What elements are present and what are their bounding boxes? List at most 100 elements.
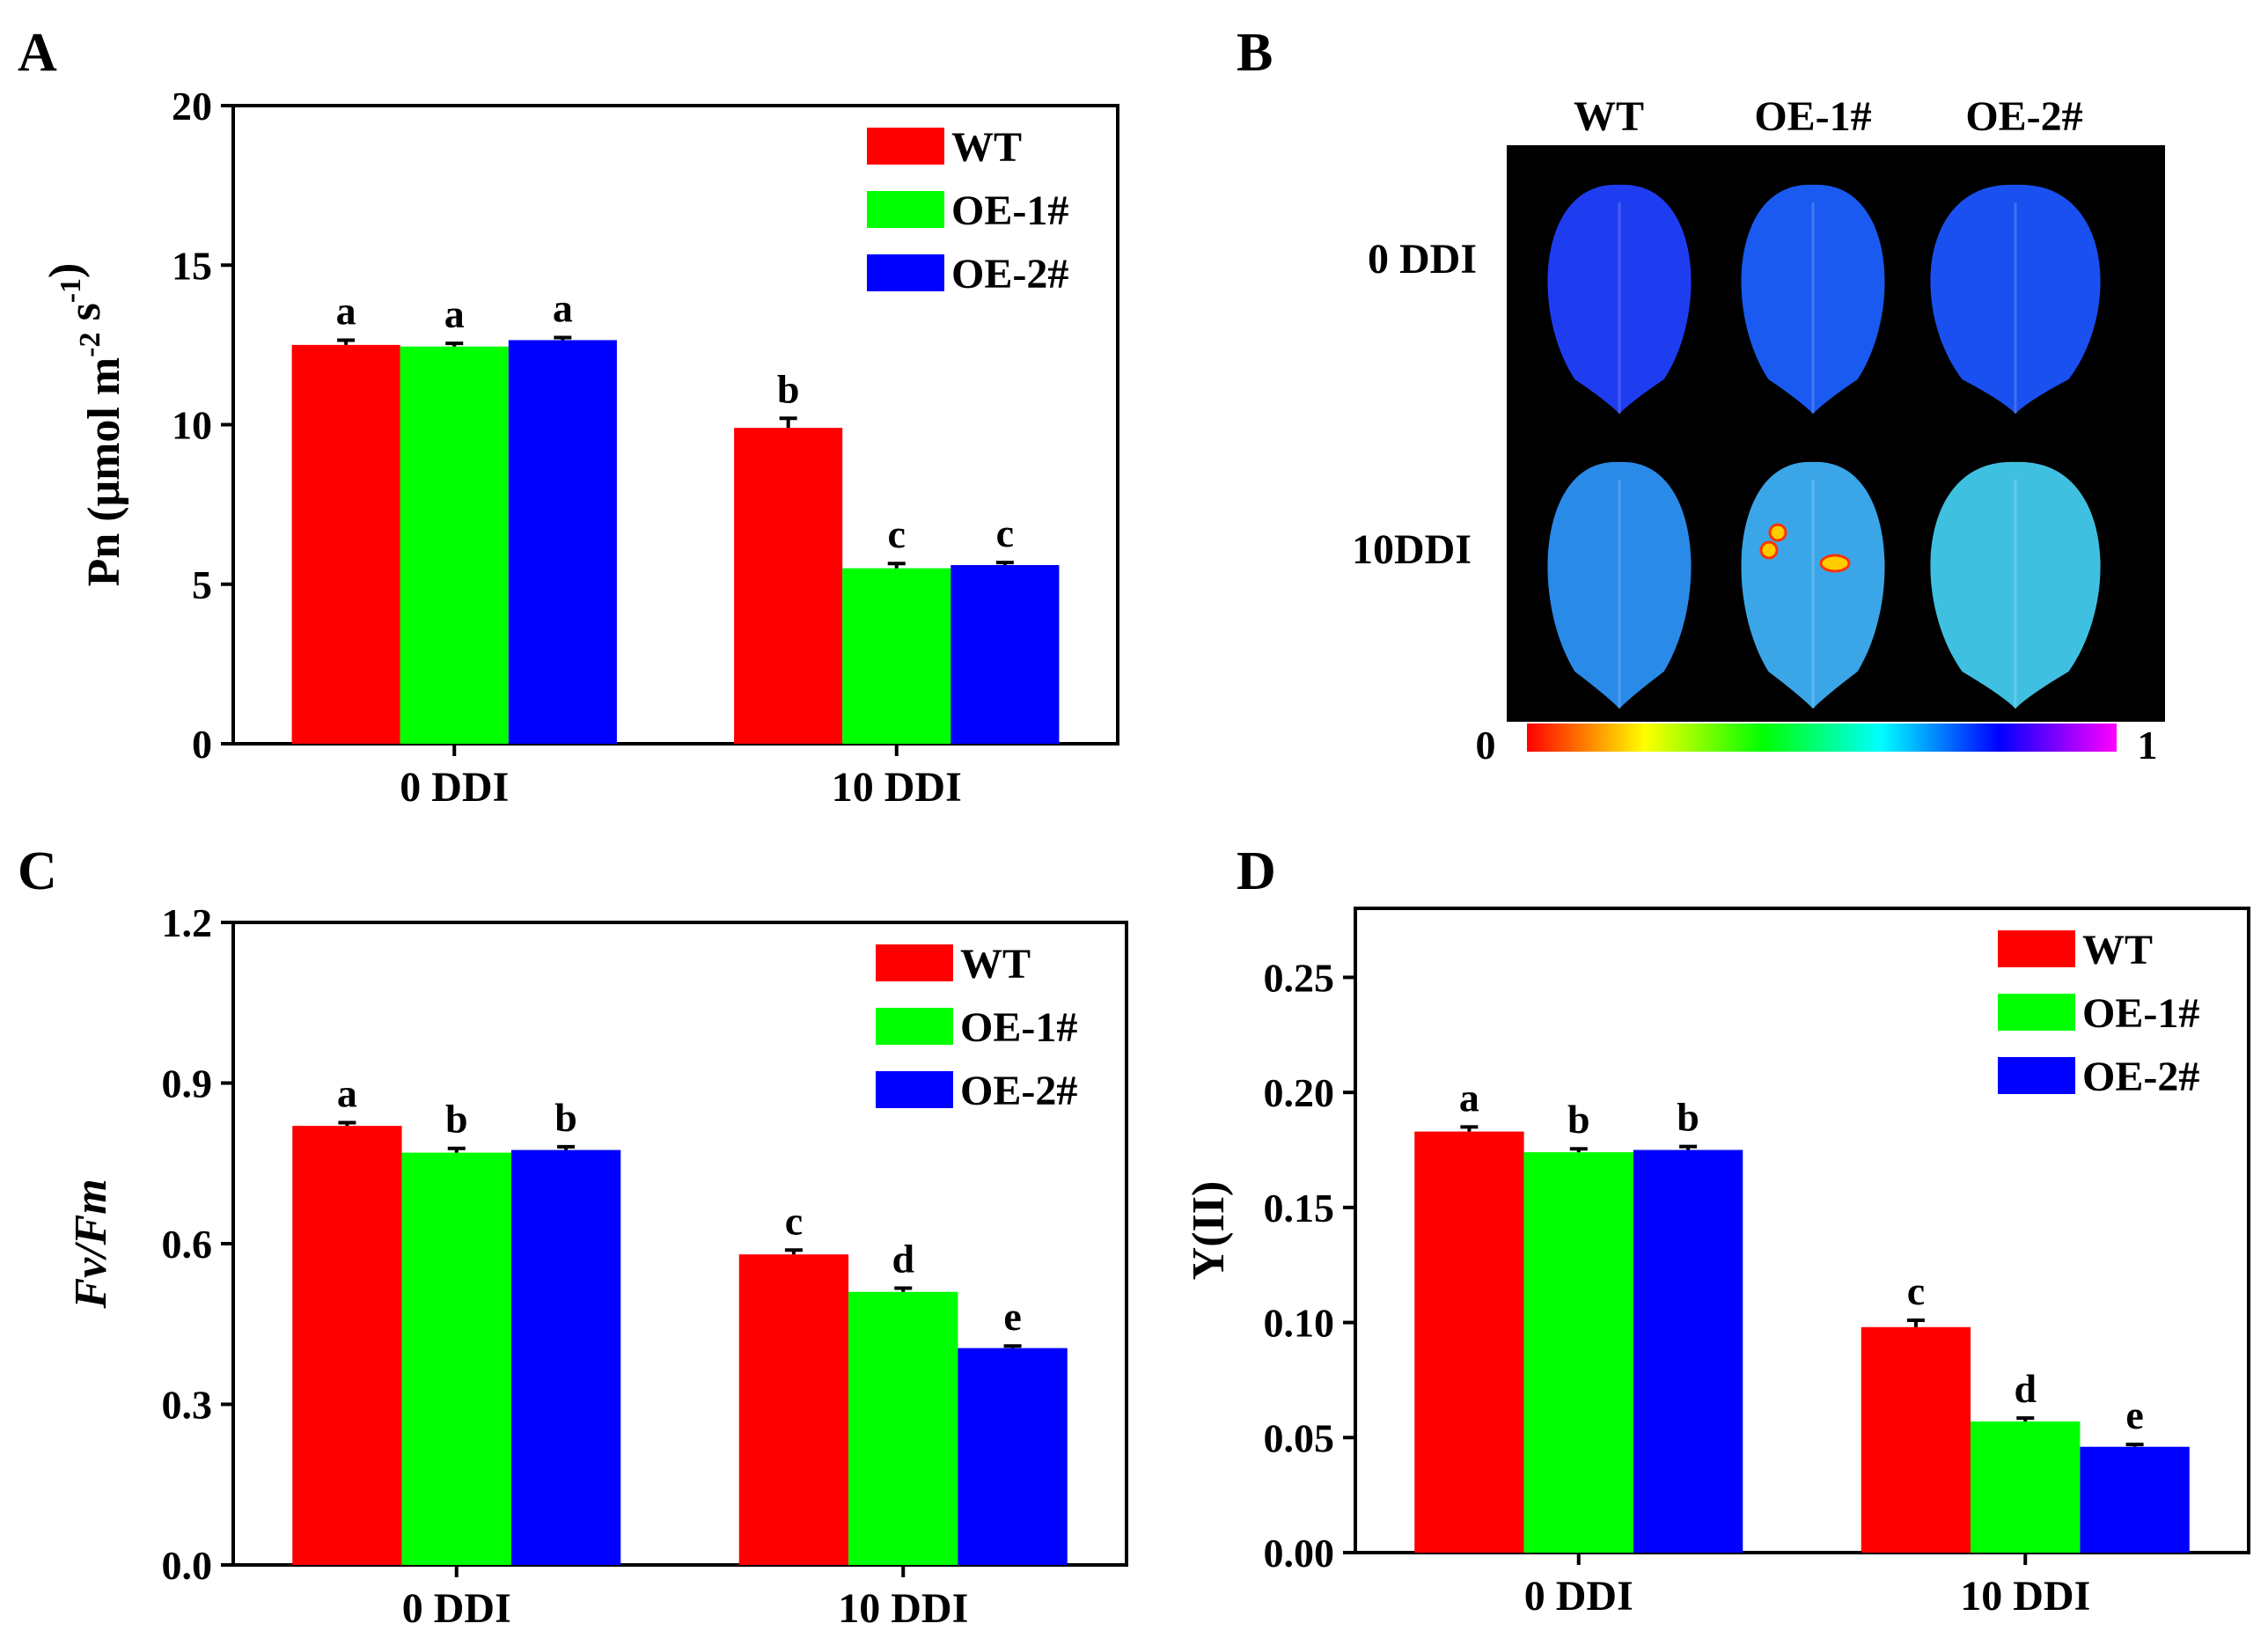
- legend-swatch: [876, 1071, 953, 1108]
- leaf-hotspot: [1759, 540, 1779, 560]
- significance-letter: c: [785, 1198, 803, 1243]
- colorbar-max-label: 1: [2138, 723, 2158, 768]
- colorbar: [1527, 724, 2117, 752]
- legend-swatch: [1998, 994, 2075, 1031]
- x-tick-label: 10 DDI: [1960, 1573, 2090, 1620]
- significance-letter: b: [1677, 1095, 1699, 1140]
- significance-letter: a: [1459, 1075, 1479, 1120]
- legend-label: OE-2#: [960, 1068, 1077, 1114]
- significance-letter: a: [444, 291, 465, 336]
- leaf-image: [1547, 461, 1692, 709]
- bar: [738, 1254, 849, 1565]
- leaf-hotspot: [1819, 554, 1851, 573]
- imaging-col-label-oe2: OE-2#: [1965, 93, 2082, 140]
- leaf-image: [1547, 184, 1692, 414]
- y-tick-label: 0.15: [1264, 1186, 1335, 1230]
- leaf-hotspot: [1768, 523, 1787, 542]
- plot-frame: [1354, 907, 2250, 1554]
- y-tick-label: 0.25: [1264, 955, 1335, 1000]
- legend-label: WT: [960, 941, 1031, 988]
- bar: [848, 1291, 958, 1565]
- leaf-image: [1930, 461, 2101, 709]
- imaging-row-label-10ddi: 10DDI: [1352, 526, 1472, 573]
- leaf-image: [1741, 184, 1885, 414]
- panel-label-a: A: [18, 23, 57, 83]
- panel-label-b: B: [1237, 23, 1273, 83]
- imaging-row-label-0ddi: 0 DDI: [1368, 236, 1477, 283]
- y-tick-label: 0.9: [162, 1061, 213, 1106]
- bar: [1414, 1131, 1524, 1553]
- bar: [2080, 1446, 2190, 1553]
- bar: [400, 346, 509, 744]
- bar: [508, 340, 617, 744]
- x-tick-label: 0 DDI: [400, 764, 509, 811]
- fluorescence-imaging-panel: WT OE-1# OE-2# 0 DDI 10DDI 0 1: [1352, 93, 2165, 768]
- leaf-image: [1930, 184, 2101, 414]
- y-tick-label: 0.3: [162, 1383, 213, 1428]
- significance-letter: c: [1907, 1268, 1925, 1313]
- y-tick-label: 0.0: [162, 1543, 213, 1588]
- leaf-images: [1547, 184, 2101, 709]
- bar: [734, 428, 843, 744]
- legend-swatch: [867, 128, 944, 165]
- legend-swatch: [876, 944, 953, 981]
- panel-label-d: D: [1237, 841, 1276, 901]
- x-tick-label: 0 DDI: [1524, 1573, 1633, 1620]
- legend-swatch: [1998, 1057, 2075, 1094]
- y-axis-label: Fv/Fm: [66, 1179, 116, 1309]
- y-tick-label: 15: [172, 243, 212, 288]
- significance-letter: a: [553, 286, 573, 331]
- y-tick-label: 20: [172, 84, 212, 129]
- y-tick-label: 0.10: [1264, 1301, 1335, 1346]
- imaging-col-label-wt: WT: [1574, 93, 1644, 140]
- significance-letter: b: [1567, 1097, 1590, 1142]
- significance-letter: e: [2125, 1392, 2143, 1437]
- significance-letter: a: [337, 1071, 357, 1116]
- bar: [292, 1126, 402, 1565]
- legend-label: OE-2#: [951, 251, 1068, 297]
- x-tick-label: 0 DDI: [402, 1585, 511, 1632]
- y-tick-label: 0.20: [1264, 1070, 1335, 1115]
- legend-swatch: [876, 1008, 953, 1045]
- legend-label: OE-1#: [2082, 990, 2199, 1037]
- significance-letter: c: [996, 510, 1014, 555]
- colorbar-min-label: 0: [1476, 723, 1496, 768]
- legend-label: OE-1#: [951, 187, 1068, 234]
- bar: [1971, 1421, 2081, 1553]
- significance-letter: c: [888, 511, 906, 556]
- significance-letter: d: [2014, 1366, 2037, 1411]
- significance-letter: a: [336, 288, 356, 333]
- x-tick-label: 10 DDI: [838, 1585, 968, 1632]
- bar: [951, 565, 1060, 744]
- significance-letter: b: [554, 1095, 577, 1140]
- bar: [1523, 1152, 1633, 1553]
- legend-swatch: [867, 191, 944, 228]
- y-axis-label: Pn (μmol m-2 s-1): [40, 263, 129, 587]
- chart-c: 0.0 0.3 0.6 0.9 1.2 0 DDI a b b 10 DDI c d e WT OE-1# O…: [66, 900, 1128, 1632]
- significance-letter: b: [777, 366, 800, 411]
- panel-label-c: C: [18, 841, 57, 901]
- x-tick-label: 10 DDI: [832, 764, 962, 811]
- chart-d: 0.00 0.05 0.10 0.15 0.20 0.25 0 DDI a b b 10 DDI c d…: [1184, 907, 2250, 1620]
- legend-label: OE-2#: [2082, 1054, 2199, 1100]
- significance-letter: d: [892, 1236, 914, 1281]
- y-tick-label: 0.00: [1264, 1531, 1335, 1576]
- chart-a: 0 5 10 15 20 0 DDI a a a 10 DDI b c c WT OE-1# OE-2# Pn …: [40, 84, 1119, 811]
- imaging-col-label-oe1: OE-1#: [1754, 93, 1871, 140]
- bar: [291, 344, 400, 744]
- y-tick-label: 10: [172, 403, 212, 448]
- y-tick-label: 0.05: [1264, 1415, 1335, 1460]
- y-tick-label: 5: [192, 562, 212, 607]
- bar: [1861, 1326, 1971, 1553]
- legend-label: WT: [2082, 927, 2153, 973]
- bar: [510, 1150, 621, 1565]
- y-axis-label: Y(II): [1184, 1181, 1234, 1281]
- y-tick-label: 1.2: [162, 900, 213, 945]
- significance-letter: b: [445, 1097, 468, 1142]
- legend-swatch: [1998, 930, 2075, 967]
- legend-swatch: [867, 254, 944, 291]
- legend-label: OE-1#: [960, 1004, 1077, 1051]
- bar: [1633, 1150, 1743, 1553]
- bar: [958, 1348, 1068, 1565]
